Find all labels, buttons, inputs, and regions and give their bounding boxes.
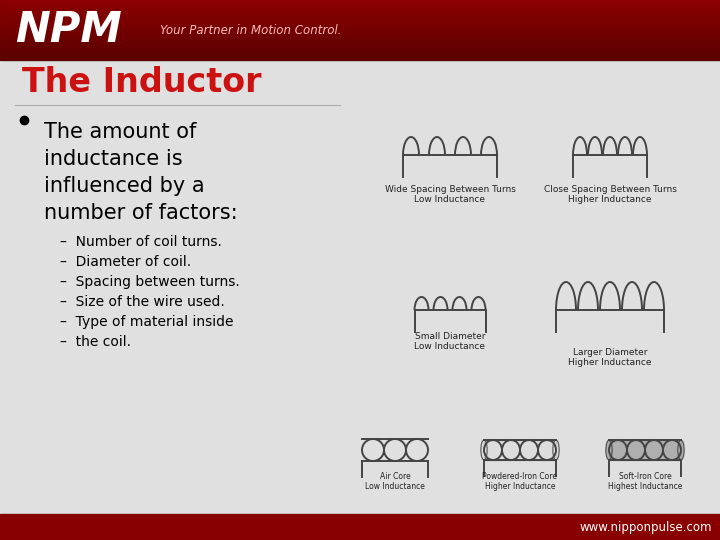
Text: www.nipponpulse.com: www.nipponpulse.com bbox=[580, 521, 712, 534]
Ellipse shape bbox=[481, 440, 487, 460]
Bar bbox=[0, 47, 720, 48]
Bar bbox=[0, 26, 720, 27]
Bar bbox=[0, 36, 720, 37]
Bar bbox=[0, 9, 720, 10]
Text: –  Spacing between turns.: – Spacing between turns. bbox=[60, 275, 240, 289]
Bar bbox=[0, 45, 720, 46]
Text: Soft-Iron Core
Highest Inductance: Soft-Iron Core Highest Inductance bbox=[608, 472, 682, 491]
Text: number of factors:: number of factors: bbox=[44, 203, 238, 223]
Bar bbox=[0, 51, 720, 52]
Bar bbox=[0, 46, 720, 47]
Bar bbox=[0, 21, 720, 22]
Bar bbox=[0, 57, 720, 58]
Bar bbox=[0, 32, 720, 33]
Bar bbox=[0, 56, 720, 57]
Text: inductance is: inductance is bbox=[44, 149, 183, 169]
Text: influenced by a: influenced by a bbox=[44, 176, 204, 196]
Bar bbox=[0, 60, 720, 514]
Bar bbox=[0, 6, 720, 7]
Bar bbox=[0, 27, 720, 28]
Bar bbox=[0, 38, 720, 39]
Bar bbox=[0, 41, 720, 42]
Text: Air Core
Low Inductance: Air Core Low Inductance bbox=[365, 472, 425, 491]
Bar bbox=[0, 30, 720, 31]
Bar bbox=[0, 11, 720, 12]
Bar bbox=[0, 15, 720, 16]
Bar bbox=[0, 53, 720, 54]
Ellipse shape bbox=[606, 440, 612, 460]
Bar bbox=[0, 14, 720, 15]
Bar bbox=[0, 8, 720, 9]
Bar bbox=[0, 0, 720, 1]
Bar bbox=[0, 44, 720, 45]
Text: Larger Diameter
Higher Inductance: Larger Diameter Higher Inductance bbox=[568, 348, 652, 367]
Bar bbox=[0, 58, 720, 59]
Bar bbox=[0, 43, 720, 44]
Bar bbox=[0, 54, 720, 55]
Bar bbox=[0, 3, 720, 4]
Text: Your Partner in Motion Control.: Your Partner in Motion Control. bbox=[160, 24, 341, 37]
Bar bbox=[0, 23, 720, 24]
Bar bbox=[0, 50, 720, 51]
Bar bbox=[0, 33, 720, 34]
Bar bbox=[0, 514, 720, 540]
FancyBboxPatch shape bbox=[484, 440, 556, 460]
Ellipse shape bbox=[553, 440, 559, 460]
Bar bbox=[0, 42, 720, 43]
Bar bbox=[0, 20, 720, 21]
Bar bbox=[0, 48, 720, 49]
Text: NPM: NPM bbox=[15, 9, 122, 51]
Bar bbox=[0, 52, 720, 53]
Text: –  Size of the wire used.: – Size of the wire used. bbox=[60, 295, 225, 309]
Bar bbox=[0, 37, 720, 38]
Text: The amount of: The amount of bbox=[44, 122, 197, 142]
Text: Powdered-Iron Core
Higher Inductance: Powdered-Iron Core Higher Inductance bbox=[482, 472, 557, 491]
Bar bbox=[0, 17, 720, 18]
Bar bbox=[0, 24, 720, 25]
Bar bbox=[0, 4, 720, 5]
Bar bbox=[0, 13, 720, 14]
Bar bbox=[0, 49, 720, 50]
Bar bbox=[0, 25, 720, 26]
Bar bbox=[0, 22, 720, 23]
Ellipse shape bbox=[678, 440, 684, 460]
Text: Small Diameter
Low Inductance: Small Diameter Low Inductance bbox=[415, 332, 485, 352]
Bar bbox=[0, 55, 720, 56]
Text: The Inductor: The Inductor bbox=[22, 65, 261, 98]
FancyBboxPatch shape bbox=[609, 440, 681, 460]
Bar bbox=[0, 29, 720, 30]
Bar bbox=[0, 40, 720, 41]
Text: Wide Spacing Between Turns
Low Inductance: Wide Spacing Between Turns Low Inductanc… bbox=[384, 185, 516, 205]
Text: –  the coil.: – the coil. bbox=[60, 335, 131, 349]
Bar bbox=[0, 16, 720, 17]
Bar bbox=[0, 28, 720, 29]
Bar bbox=[0, 34, 720, 35]
Text: Close Spacing Between Turns
Higher Inductance: Close Spacing Between Turns Higher Induc… bbox=[544, 185, 676, 205]
Bar bbox=[0, 7, 720, 8]
Bar bbox=[0, 18, 720, 19]
Text: –  Number of coil turns.: – Number of coil turns. bbox=[60, 235, 222, 249]
Bar bbox=[0, 59, 720, 60]
Text: –  Type of material inside: – Type of material inside bbox=[60, 315, 233, 329]
Bar bbox=[0, 10, 720, 11]
Bar bbox=[0, 2, 720, 3]
Bar bbox=[0, 39, 720, 40]
Bar bbox=[0, 19, 720, 20]
Bar bbox=[0, 5, 720, 6]
Bar bbox=[0, 12, 720, 13]
Bar bbox=[0, 31, 720, 32]
Text: –  Diameter of coil.: – Diameter of coil. bbox=[60, 255, 191, 269]
Bar bbox=[0, 35, 720, 36]
Bar bbox=[0, 1, 720, 2]
